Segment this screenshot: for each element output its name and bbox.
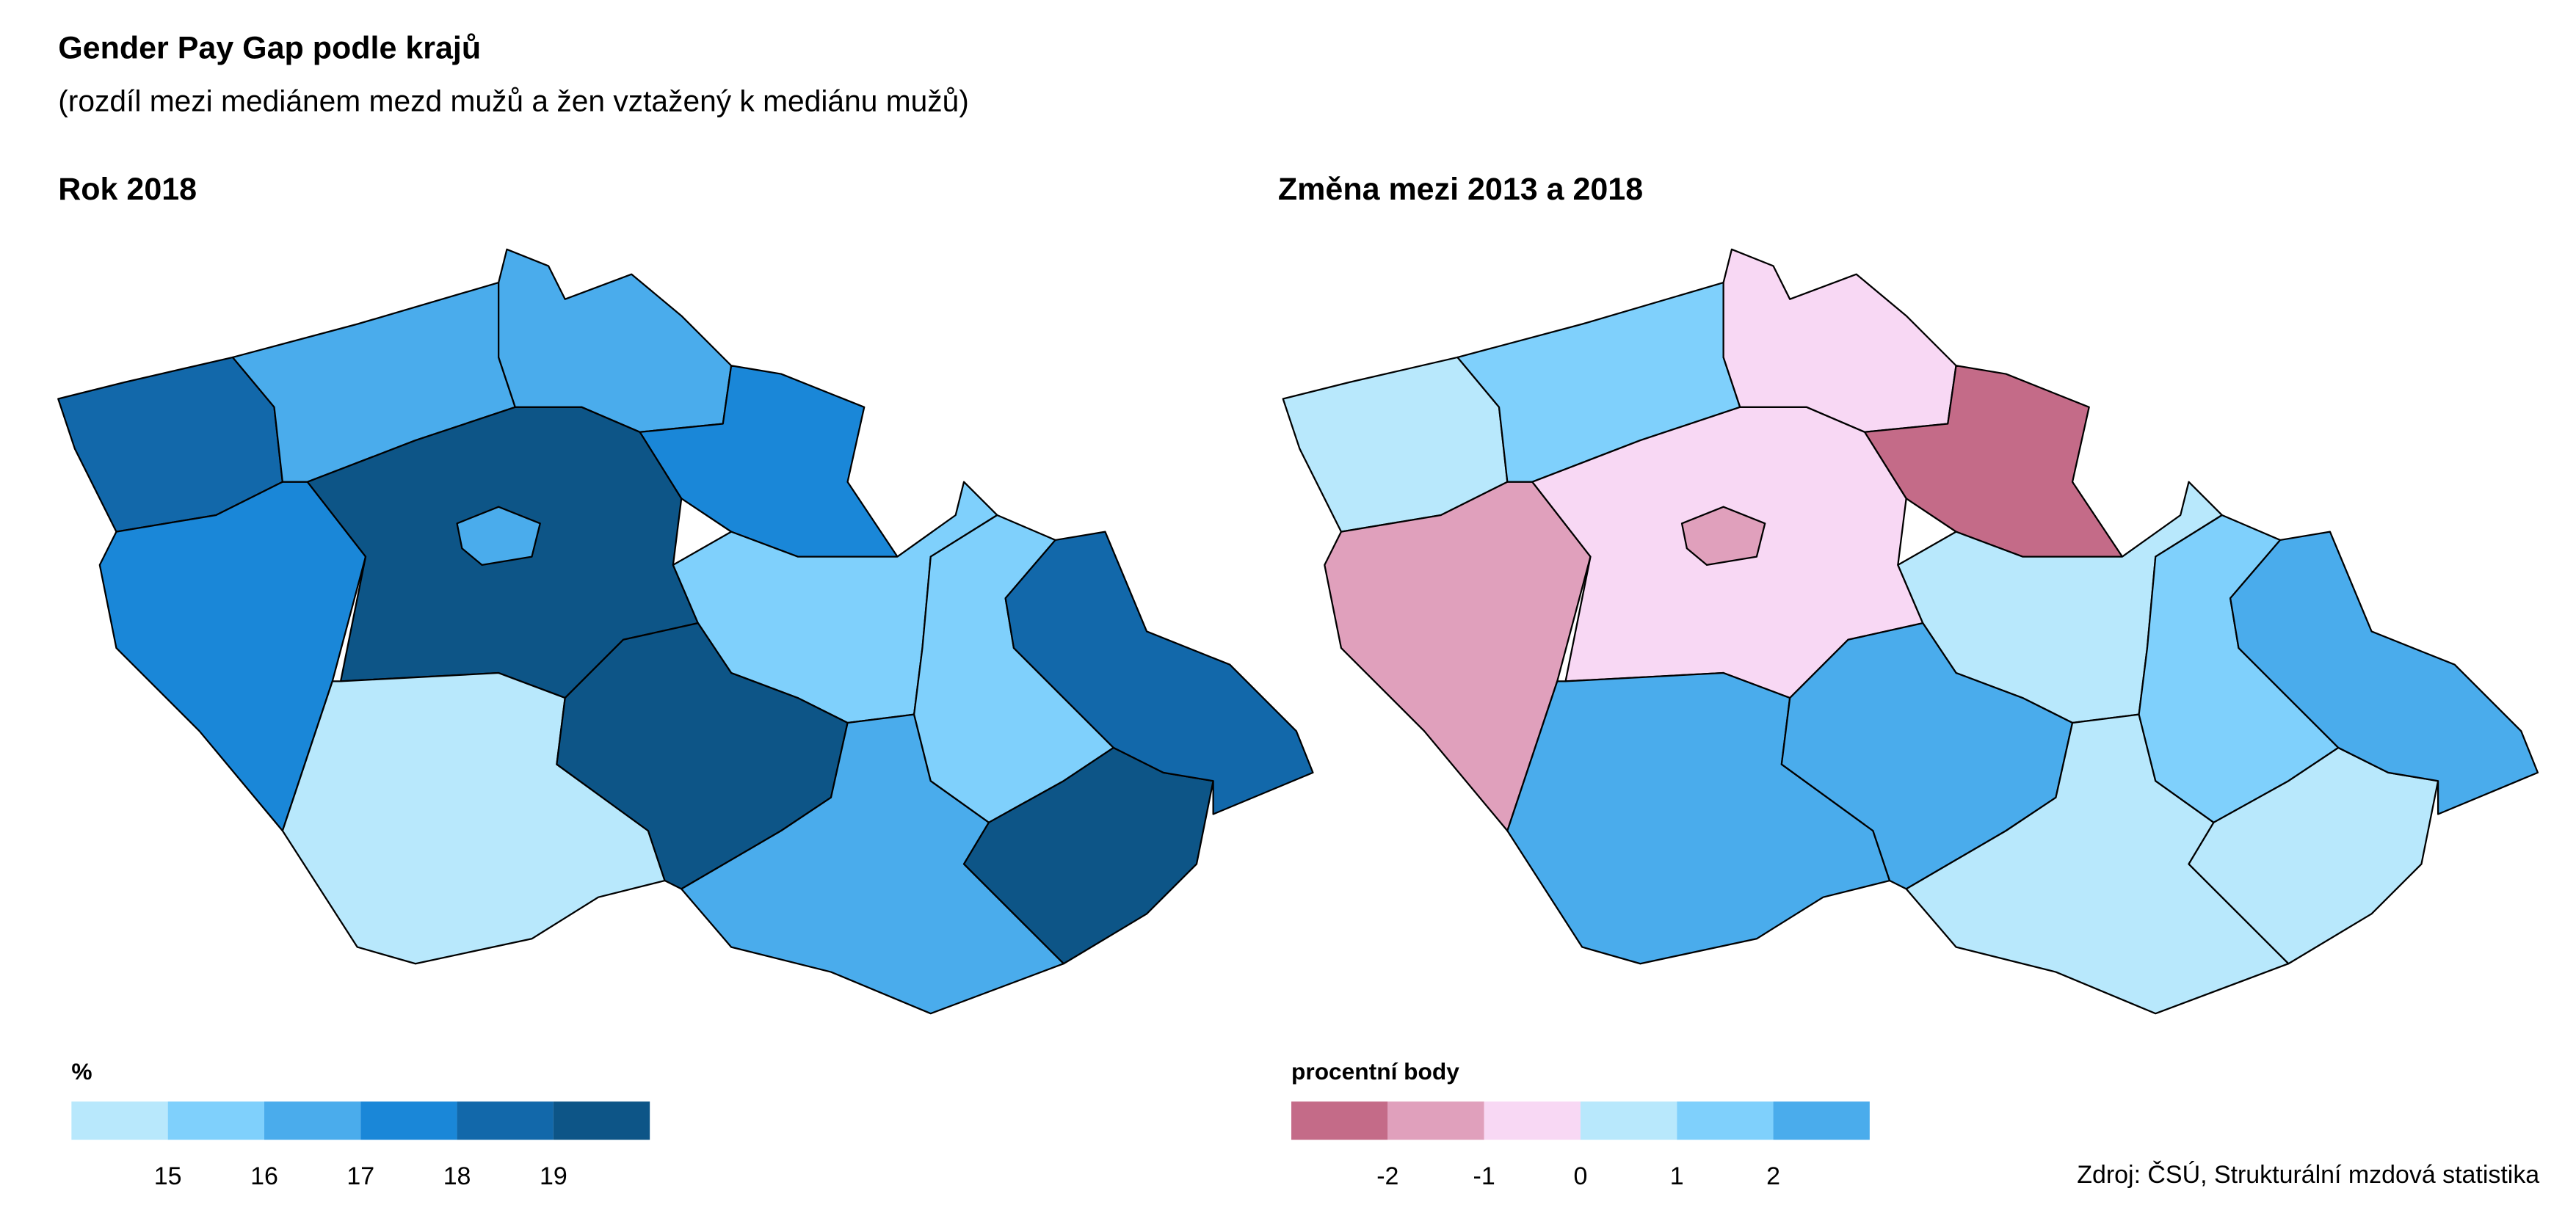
map-title: Změna mezi 2013 a 2018 [1278, 172, 1643, 207]
source: Zdroj: ČSÚ, Strukturální mzdová statisti… [2077, 1161, 2539, 1189]
legend-tick-label: 18 [443, 1162, 471, 1190]
legend-tick-label: 1 [1670, 1162, 1684, 1190]
legend-tick-label: 17 [347, 1162, 374, 1190]
legend-swatch [1484, 1101, 1581, 1140]
legend-title: % [71, 1058, 92, 1085]
map [1282, 248, 2539, 1015]
legend-tick-label: 2 [1766, 1162, 1780, 1190]
legend-swatch [1387, 1101, 1484, 1140]
legend-swatch [457, 1101, 554, 1140]
legend-swatch [1580, 1101, 1677, 1140]
legend-swatch [71, 1101, 168, 1140]
region [2188, 746, 2439, 965]
region [456, 506, 541, 567]
legend-swatch [360, 1101, 457, 1140]
legend-swatch [1773, 1101, 1870, 1140]
subtitle: (rozdíl mezi mediánem mezd mužů a žen vz… [58, 84, 969, 117]
legend-tick-label: 16 [250, 1162, 278, 1190]
legend-tick-label: 15 [154, 1162, 182, 1190]
legend-tick-label: 19 [540, 1162, 567, 1190]
legend-swatch [1291, 1101, 1388, 1140]
region [1680, 506, 1766, 567]
legend-swatch [167, 1101, 264, 1140]
legend-tick-label: -2 [1376, 1162, 1398, 1190]
region [498, 248, 733, 433]
title: Gender Pay Gap podle krajů [58, 30, 481, 65]
region [962, 746, 1214, 965]
legend-swatch [1677, 1101, 1774, 1140]
map-title: Rok 2018 [58, 172, 197, 207]
region [1722, 248, 1957, 433]
legend-tick-label: -1 [1473, 1162, 1495, 1190]
legend-title: procentní body [1291, 1058, 1459, 1085]
legend-swatch [264, 1101, 361, 1140]
region [2229, 531, 2539, 815]
legend-swatch [553, 1101, 650, 1140]
map [57, 248, 1314, 1015]
legend-tick-label: 0 [1574, 1162, 1588, 1190]
region [1004, 531, 1314, 815]
